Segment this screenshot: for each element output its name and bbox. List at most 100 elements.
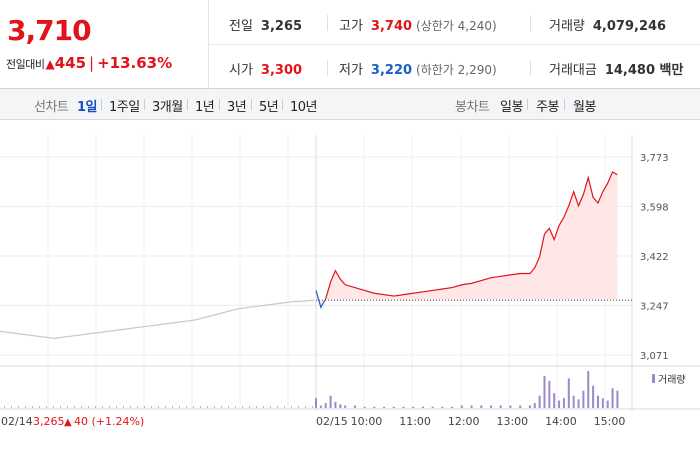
monthly-candle-button[interactable]: 월봉: [573, 100, 596, 115]
weekly-candle-button[interactable]: 주봉: [536, 100, 559, 115]
prev-day-footer: 02/14 3,265 ▲ 40 (+1.24%) 02/15: [1, 415, 348, 428]
volume-bar: [572, 395, 575, 408]
current-price: 3,710: [7, 14, 92, 47]
header-row-divider: [209, 44, 700, 45]
y-tick-label: 3,773: [640, 153, 669, 164]
period-5y-button[interactable]: 5년: [259, 100, 279, 115]
volume-bar: [315, 398, 317, 408]
daily-candle-button[interactable]: 일봉: [500, 100, 523, 115]
line-chart-label: 선차트: [34, 100, 69, 115]
prev-volume-bar: [263, 406, 264, 408]
divider: [527, 99, 528, 110]
volume-bar: [499, 405, 502, 408]
high-value: 3,740: [370, 19, 413, 34]
upper-limit-note: (상한가 4,240): [416, 19, 497, 33]
y-axis-labels: 3,773 3,598 3,422 3,247 3,071: [640, 153, 669, 362]
period-1y-button[interactable]: 1년: [195, 100, 215, 115]
prev-volume-bar: [130, 406, 131, 408]
prev-volume-bar: [249, 406, 250, 408]
volume-bar: [460, 405, 463, 408]
prev-volume-bar: [291, 406, 292, 408]
prev-volume-bar: [144, 406, 145, 408]
change-percent: +13.63%: [97, 54, 173, 72]
period-3y-button[interactable]: 3년: [227, 100, 247, 115]
volume-value: 4,079,246: [592, 19, 667, 34]
divider: [219, 99, 220, 110]
volume-legend-label: 거래량: [658, 374, 686, 386]
period-1w-button[interactable]: 1주일: [109, 100, 140, 115]
volume-bar: [490, 405, 493, 408]
price-summary: 3,710 전일대비▲445 | +13.63%: [0, 0, 209, 89]
volume-bars: [4, 371, 619, 408]
prev-volume-bar: [179, 406, 180, 408]
prev-close-value: 3,265: [260, 19, 303, 34]
x-tick-label: 10:00: [351, 415, 383, 428]
prev-volume-bar: [221, 406, 222, 408]
candle-chart-label: 봉차트: [455, 100, 490, 115]
volume-bar: [606, 400, 609, 408]
today-dip-segment: [315, 290, 327, 309]
change-separator: |: [89, 54, 95, 72]
trade-amount-stat: 거래대금 14,480 백만: [549, 59, 683, 78]
prev-volume-bar: [81, 406, 82, 408]
x-tick-label: 13:00: [496, 415, 528, 428]
prev-volume-bar: [270, 406, 271, 408]
prev-volume-bar: [109, 406, 110, 408]
divider: [144, 99, 145, 110]
volume-bar: [596, 395, 599, 408]
volume-bar: [441, 406, 444, 408]
prev-volume-bar: [242, 406, 243, 408]
prev-volume-bar: [123, 406, 124, 408]
volume-bar: [548, 380, 551, 408]
prev-volume-bar: [60, 406, 61, 408]
prev-volume-bar: [207, 406, 208, 408]
divider: [564, 99, 565, 110]
open-label: 시가: [229, 63, 253, 78]
change-label: 전일대비: [6, 58, 45, 71]
volume-bar: [392, 406, 395, 408]
volume-bar: [611, 388, 614, 408]
chart-canvas[interactable]: 3,773 3,598 3,422 3,247 3,071 10:00 11:00 12:0…: [0, 121, 700, 450]
divider: [101, 99, 102, 110]
divider: [282, 99, 283, 110]
volume-bar: [592, 385, 595, 408]
prev-volume-bar: [228, 406, 229, 408]
low-stat: 저가 3,220 (하한가 2,290): [339, 59, 497, 78]
period-10y-button[interactable]: 10년: [290, 100, 318, 115]
volume-bar: [543, 375, 546, 408]
prev-volume-bar: [53, 406, 54, 408]
x-axis-labels: 10:00 11:00 12:00 13:00 14:00 15:00: [351, 415, 626, 428]
prev-volume-bar: [137, 406, 138, 408]
divider: [251, 99, 252, 110]
prev-volume-bar: [102, 406, 103, 408]
prev-volume-bar: [305, 406, 306, 408]
volume-bar: [383, 406, 386, 408]
prev-volume-bar: [165, 406, 166, 408]
prev-day-price-line: [0, 299, 315, 339]
prev-volume-bar: [235, 406, 236, 408]
volume-bar: [528, 405, 531, 408]
trade-amount-label: 거래대금: [549, 63, 597, 78]
volume-bar: [509, 405, 512, 408]
period-3m-button[interactable]: 3개월: [152, 100, 183, 115]
prev-close-label: 전일: [229, 19, 253, 34]
prev-volume-bar: [151, 406, 152, 408]
intraday-chart[interactable]: 3,773 3,598 3,422 3,247 3,071 10:00 11:00 12:0…: [0, 121, 700, 450]
y-tick-label: 3,598: [640, 202, 669, 213]
x-tick-label: 14:00: [545, 415, 577, 428]
chart-toolbar: 선차트 1일 1주일 3개월 1년 3년 5년 10년 봉차트 일봉 주봉 월봉: [0, 89, 700, 120]
today-price-line: [325, 171, 618, 300]
period-1d-button[interactable]: 1일: [77, 100, 98, 115]
open-stat: 시가 3,300: [229, 59, 302, 78]
prev-day-up-arrow-icon: ▲: [64, 417, 72, 428]
y-tick-label: 3,071: [640, 351, 669, 362]
volume-bar: [601, 398, 604, 408]
volume-bar: [373, 406, 376, 408]
change-value: 445: [54, 54, 87, 72]
divider: [327, 15, 328, 31]
prev-volume-bar: [74, 406, 75, 408]
volume-bar: [567, 378, 570, 408]
quote-header: 3,710 전일대비▲445 | +13.63% 전일 3,265 고가 3,740 (상…: [0, 0, 700, 89]
volume-bar: [363, 406, 366, 408]
prev-volume-bar: [25, 406, 26, 408]
